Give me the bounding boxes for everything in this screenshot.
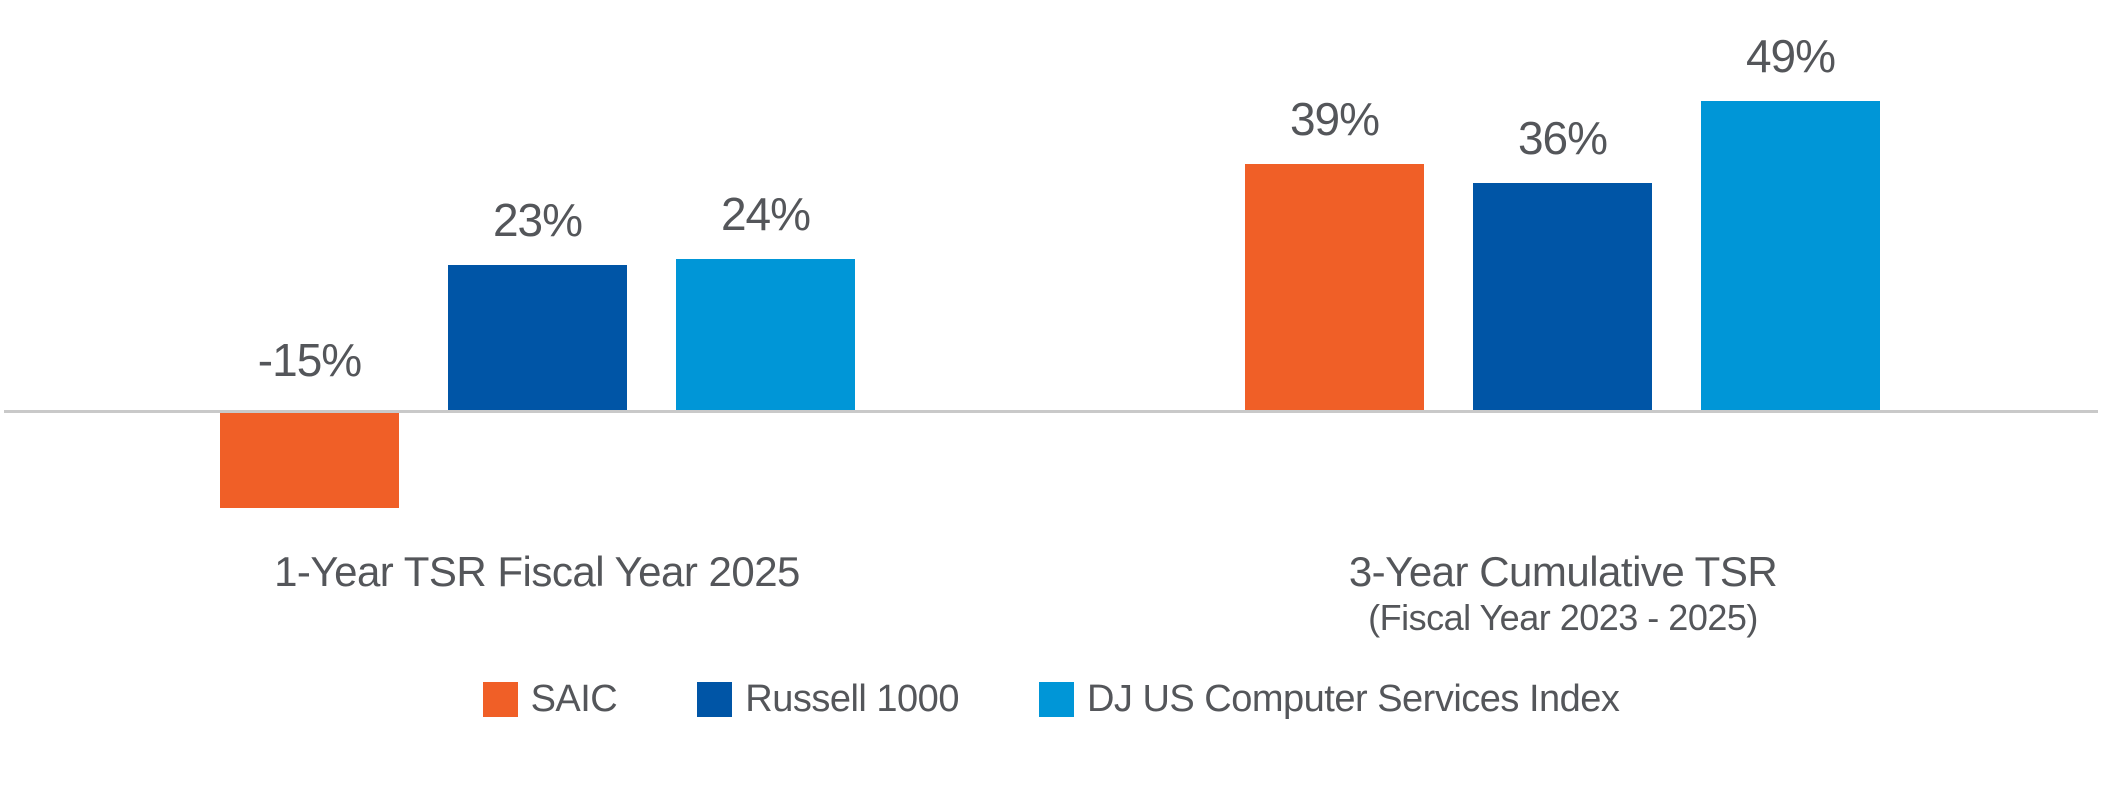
category-subtitle: (Fiscal Year 2023 - 2025) bbox=[1368, 597, 1758, 638]
bar-value-label-dj-us-computer-services-index-3yr: 49% bbox=[1745, 30, 1836, 82]
legend-label-dj-us-computer-services-index: DJ US Computer Services Index bbox=[1086, 678, 1620, 720]
bar-value-label-dj-us-computer-services-index-1yr: 24% bbox=[720, 188, 811, 240]
category-title: 3-Year Cumulative TSR bbox=[1348, 548, 1778, 595]
bar-dj-us-computer-services-index-1yr bbox=[676, 259, 855, 410]
bar-russell-1000-1yr bbox=[448, 265, 627, 410]
legend: SAIC Russell 1000 DJ US Computer Service… bbox=[0, 678, 2102, 720]
bar-value-label-russell-1000-1yr: 23% bbox=[492, 194, 583, 246]
legend-item-dj-us-computer-services-index: DJ US Computer Services Index bbox=[1038, 678, 1620, 720]
legend-swatch-russell-1000 bbox=[697, 681, 733, 717]
bar-value-label-russell-1000-3yr: 36% bbox=[1517, 112, 1608, 164]
x-axis-baseline bbox=[4, 410, 2098, 413]
category-label-1-year-tsr: 1-Year TSR Fiscal Year 2025 bbox=[187, 548, 887, 596]
legend-label-russell-1000: Russell 1000 bbox=[745, 678, 959, 720]
legend-swatch-dj-us-computer-services-index bbox=[1038, 681, 1074, 717]
category-label-3-year-tsr: 3-Year Cumulative TSR (Fiscal Year 2023 … bbox=[1213, 548, 1913, 640]
legend-item-russell-1000: Russell 1000 bbox=[697, 678, 959, 720]
bar-dj-us-computer-services-index-3yr bbox=[1701, 101, 1880, 410]
legend-swatch-saic bbox=[482, 681, 518, 717]
category-title: 1-Year TSR Fiscal Year 2025 bbox=[274, 548, 800, 595]
bar-saic-3yr bbox=[1245, 164, 1424, 410]
legend-label-saic: SAIC bbox=[530, 678, 618, 720]
bar-saic-1yr bbox=[220, 413, 399, 508]
bar-value-label-saic-3yr: 39% bbox=[1289, 93, 1380, 145]
bar-value-label-saic-1yr: -15% bbox=[257, 334, 362, 386]
bar-russell-1000-3yr bbox=[1473, 183, 1652, 410]
legend-item-saic: SAIC bbox=[482, 678, 618, 720]
